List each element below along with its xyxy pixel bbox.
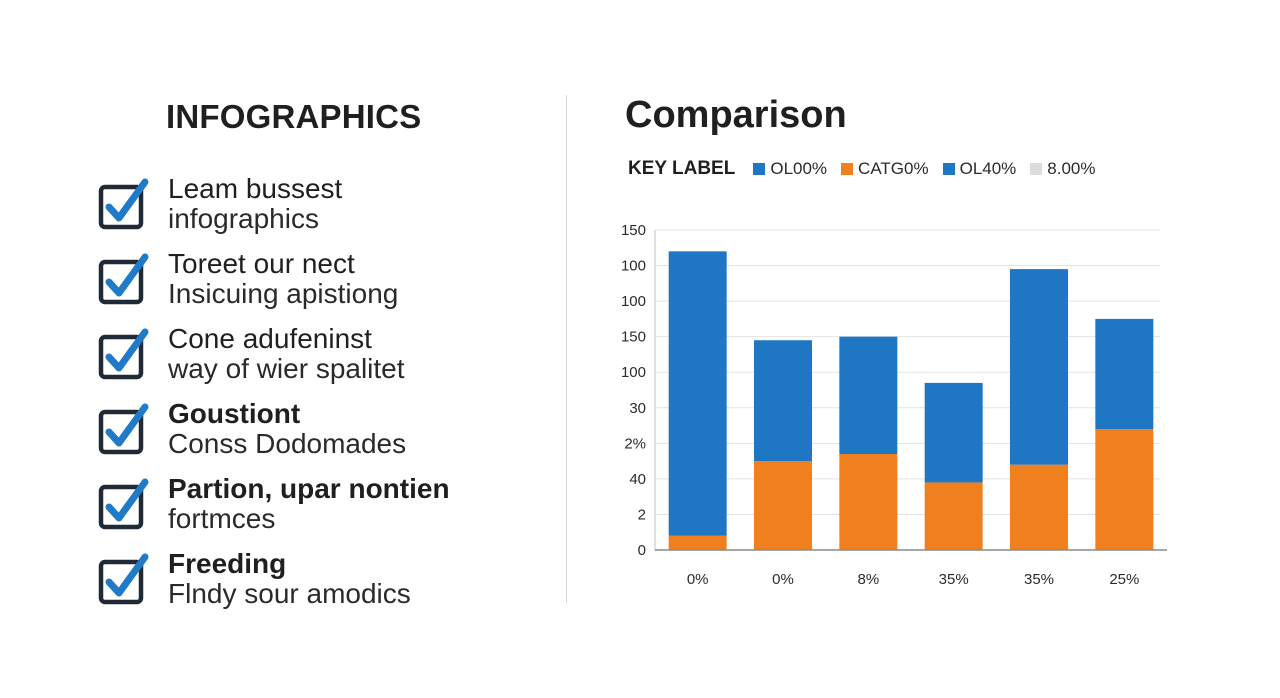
checklist-item: Partion, upar nontien fortmces [98, 474, 450, 549]
checklist-item: Cone adufeninst way of wier spalitet [98, 324, 450, 399]
checklist-item: Leam bussest infographics [98, 174, 450, 249]
checkbox-checked-icon [98, 253, 149, 305]
checklist-item-heading: Freeding [168, 548, 287, 579]
bar-segment [754, 461, 812, 550]
x-tick-label: 35% [1024, 571, 1054, 588]
legend-label: OL40% [959, 159, 1017, 178]
legend-label: OL00% [770, 159, 828, 178]
checklist-item: Freeding Flndy sour amodics [98, 549, 450, 624]
checkbox-checked-icon [98, 178, 149, 230]
checklist-item: Goustiont Conss Dodomades [98, 399, 450, 474]
y-tick-label: 100 [621, 364, 646, 381]
y-tick-label: 40 [629, 471, 646, 488]
legend-item: CATG0% [841, 159, 929, 179]
legend-label: CATG0% [858, 159, 929, 178]
y-tick-label: 150 [621, 329, 646, 346]
chart-title: Comparison [625, 94, 847, 136]
x-tick-label: 25% [1109, 571, 1139, 588]
legend-label: 8.00% [1047, 159, 1096, 178]
checklist-item-text: way of wier spalitet [168, 353, 405, 384]
legend-item: OL40% [942, 159, 1017, 179]
checklist-item-heading: Goustiont [168, 398, 301, 429]
checklist-item-text: Insicuing apistiong [168, 278, 399, 309]
y-tick-label: 150 [621, 222, 646, 239]
y-tick-label: 100 [621, 293, 646, 310]
bar-segment [839, 454, 898, 550]
legend-title: KEY LABEL [628, 158, 736, 179]
bar-segment [668, 535, 727, 550]
bar-segment [1010, 464, 1068, 550]
bar-segment [1010, 269, 1068, 465]
checklist-item-heading: Cone adufeninst [168, 323, 372, 354]
infographics-title: INFOGRAPHICS [166, 98, 422, 135]
y-tick-label: 100 [621, 258, 646, 275]
bar-segment [754, 340, 812, 462]
checklist-item-text: infographics [168, 203, 319, 234]
checkbox-checked-icon [98, 478, 149, 530]
y-tick-label: 2% [624, 435, 646, 452]
checklist-item: Toreet our nect Insicuing apistiong [98, 249, 450, 324]
bar-segment [1095, 318, 1154, 430]
x-tick-label: 0% [687, 571, 709, 588]
bar-segment [924, 482, 983, 550]
legend-swatch [841, 163, 854, 175]
bar-segment [839, 336, 898, 454]
legend-item: OL00% [753, 159, 827, 179]
checkbox-checked-icon [98, 553, 149, 605]
chart-legend: KEY LABEL OL00% CATG0% OL40% 8.00% [628, 157, 1110, 181]
legend-swatch [753, 163, 766, 175]
checkbox-checked-icon [98, 328, 149, 380]
legend-swatch [1030, 163, 1043, 175]
bar-segment [1095, 429, 1154, 550]
panel-divider [566, 95, 567, 603]
checklist-item-heading: Leam bussest [168, 173, 343, 204]
bar-segment [924, 382, 983, 483]
y-tick-label: 30 [629, 400, 646, 417]
checklist-item-heading: Toreet our nect [168, 248, 355, 279]
legend-swatch [942, 163, 955, 175]
y-tick-label: 2 [638, 506, 646, 523]
checklist-item-text: Flndy sour amodics [168, 578, 411, 609]
bar-chart: 0 2 40 2% 30 100 150 100 100 150 0% 0% 8% 35% 35% 25% [621, 222, 1167, 588]
checklist-item-text: fortmces [168, 503, 276, 534]
x-tick-label: 8% [857, 571, 879, 588]
x-tick-label: 0% [772, 571, 794, 588]
checklist-item-heading: Partion, upar nontien [168, 473, 450, 504]
x-tick-label: 35% [939, 571, 969, 588]
bar-segment [668, 251, 727, 536]
checkbox-checked-icon [98, 403, 149, 455]
y-tick-label: 0 [638, 542, 646, 559]
checklist-item-text: Conss Dodomades [168, 428, 407, 459]
legend-item: 8.00% [1030, 159, 1096, 179]
checklist: Leam bussest infographics Toreet our nect I… [98, 174, 450, 624]
